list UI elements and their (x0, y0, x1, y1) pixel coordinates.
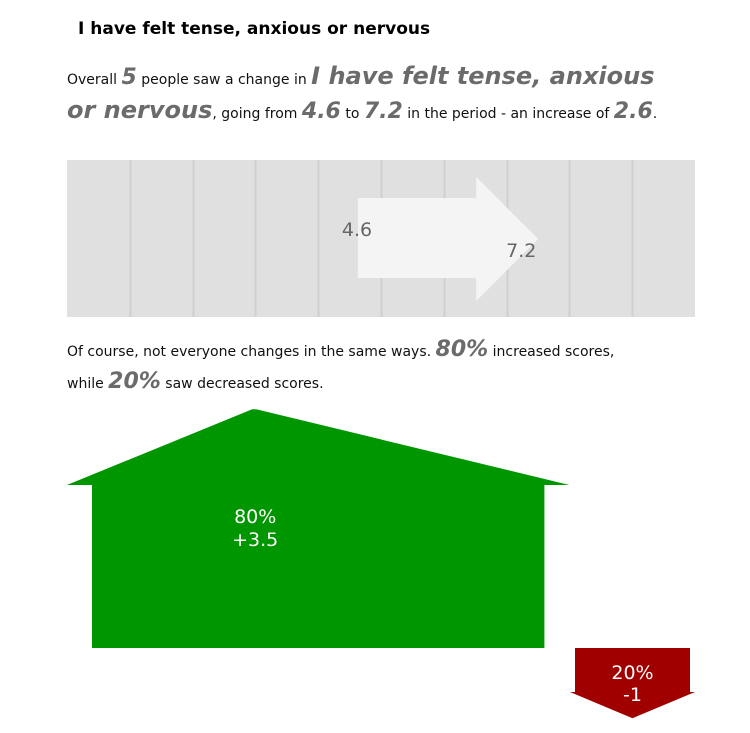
summary-text: Overall 5 people saw a change in I have … (67, 61, 687, 129)
from-value: 4.6 (301, 99, 341, 124)
decrease-percent: 20% (108, 369, 161, 394)
breakdown-text4: saw decreased scores. (165, 376, 324, 392)
change-value: 2.6 (613, 99, 653, 124)
people-count: 5 (121, 65, 137, 90)
summary-mid3: to (345, 106, 360, 122)
decrease-pct-label: 20% (611, 662, 653, 684)
summary-end: . (652, 106, 658, 122)
breakdown-text: Of course, not everyone changes in the s… (67, 335, 687, 399)
summary-mid4: in the period - an increase of (407, 106, 610, 122)
decrease-change-label: -1 (623, 684, 642, 706)
summary-prefix: Overall (67, 72, 118, 88)
breakdown-text1: Of course, not everyone changes in the s… (67, 344, 432, 360)
change-band-chart: 4.6 7.2 (67, 160, 695, 317)
summary-mid2: , going from (212, 106, 298, 122)
change-arrow (357, 177, 539, 301)
to-label: 7.2 (506, 240, 536, 262)
decrease-arrow (570, 648, 695, 719)
increase-arrow (67, 409, 570, 648)
breakdown-text2: increased scores, (492, 344, 615, 360)
increase-pct-label: 80% (234, 506, 276, 528)
from-label: 4.6 (342, 219, 372, 241)
summary-mid1: people saw a change in (141, 72, 307, 88)
breakdown-text3: while (67, 376, 104, 392)
increase-percent: 80% (435, 337, 489, 362)
page-title: I have felt tense, anxious or nervous (78, 19, 431, 39)
increase-change-label: +3.5 (232, 529, 278, 551)
measure-name: I have felt tense, anxious or nervous (67, 62, 655, 124)
to-value: 7.2 (363, 99, 403, 124)
change-band: 4.6 7.2 (67, 160, 695, 317)
